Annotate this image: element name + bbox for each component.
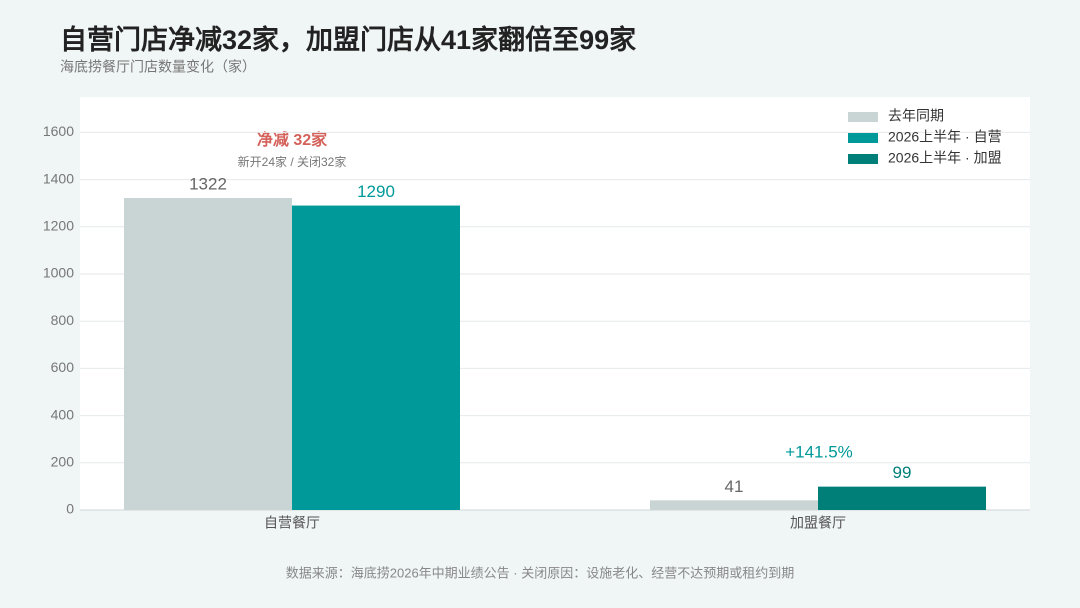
value-label: 1290: [357, 182, 395, 201]
legend-label: 去年同期: [888, 108, 944, 124]
y-tick-label: 200: [51, 454, 75, 470]
source-note: 数据来源：海底捞2026年中期业绩公告 · 关闭原因：设施老化、经营不达预期或租…: [286, 565, 794, 580]
y-tick-label: 1600: [43, 123, 74, 139]
legend-label: 2026上半年 · 自营: [888, 129, 1002, 145]
annotation: 新开24家 / 关闭32家: [238, 154, 347, 169]
bar: [124, 198, 292, 510]
y-tick-label: 0: [66, 501, 74, 517]
annotation: 净减 32家: [257, 130, 328, 149]
x-tick-label: 加盟餐厅: [790, 515, 846, 531]
bar: [292, 205, 460, 510]
chart-title: 自营门店净减32家，加盟门店从41家翻倍至99家: [60, 24, 636, 55]
legend-swatch: [848, 154, 878, 164]
y-tick-label: 800: [51, 312, 75, 328]
legend-swatch: [848, 112, 878, 122]
y-tick-label: 1000: [43, 265, 74, 281]
y-tick-label: 1400: [43, 170, 74, 186]
chart-subtitle: 海底捞餐厅门店数量变化（家）: [60, 59, 256, 75]
legend-label: 2026上半年 · 加盟: [888, 150, 1002, 166]
y-tick-label: 1200: [43, 218, 74, 234]
y-tick-label: 400: [51, 406, 75, 422]
x-tick-label: 自营餐厅: [264, 515, 320, 531]
value-label: 41: [725, 477, 744, 496]
value-label: 99: [893, 463, 912, 482]
value-label: 1322: [189, 174, 227, 193]
annotation: +141.5%: [785, 442, 853, 461]
bar: [818, 486, 986, 510]
legend-swatch: [848, 133, 878, 143]
y-tick-label: 600: [51, 359, 75, 375]
bar: [650, 500, 818, 510]
